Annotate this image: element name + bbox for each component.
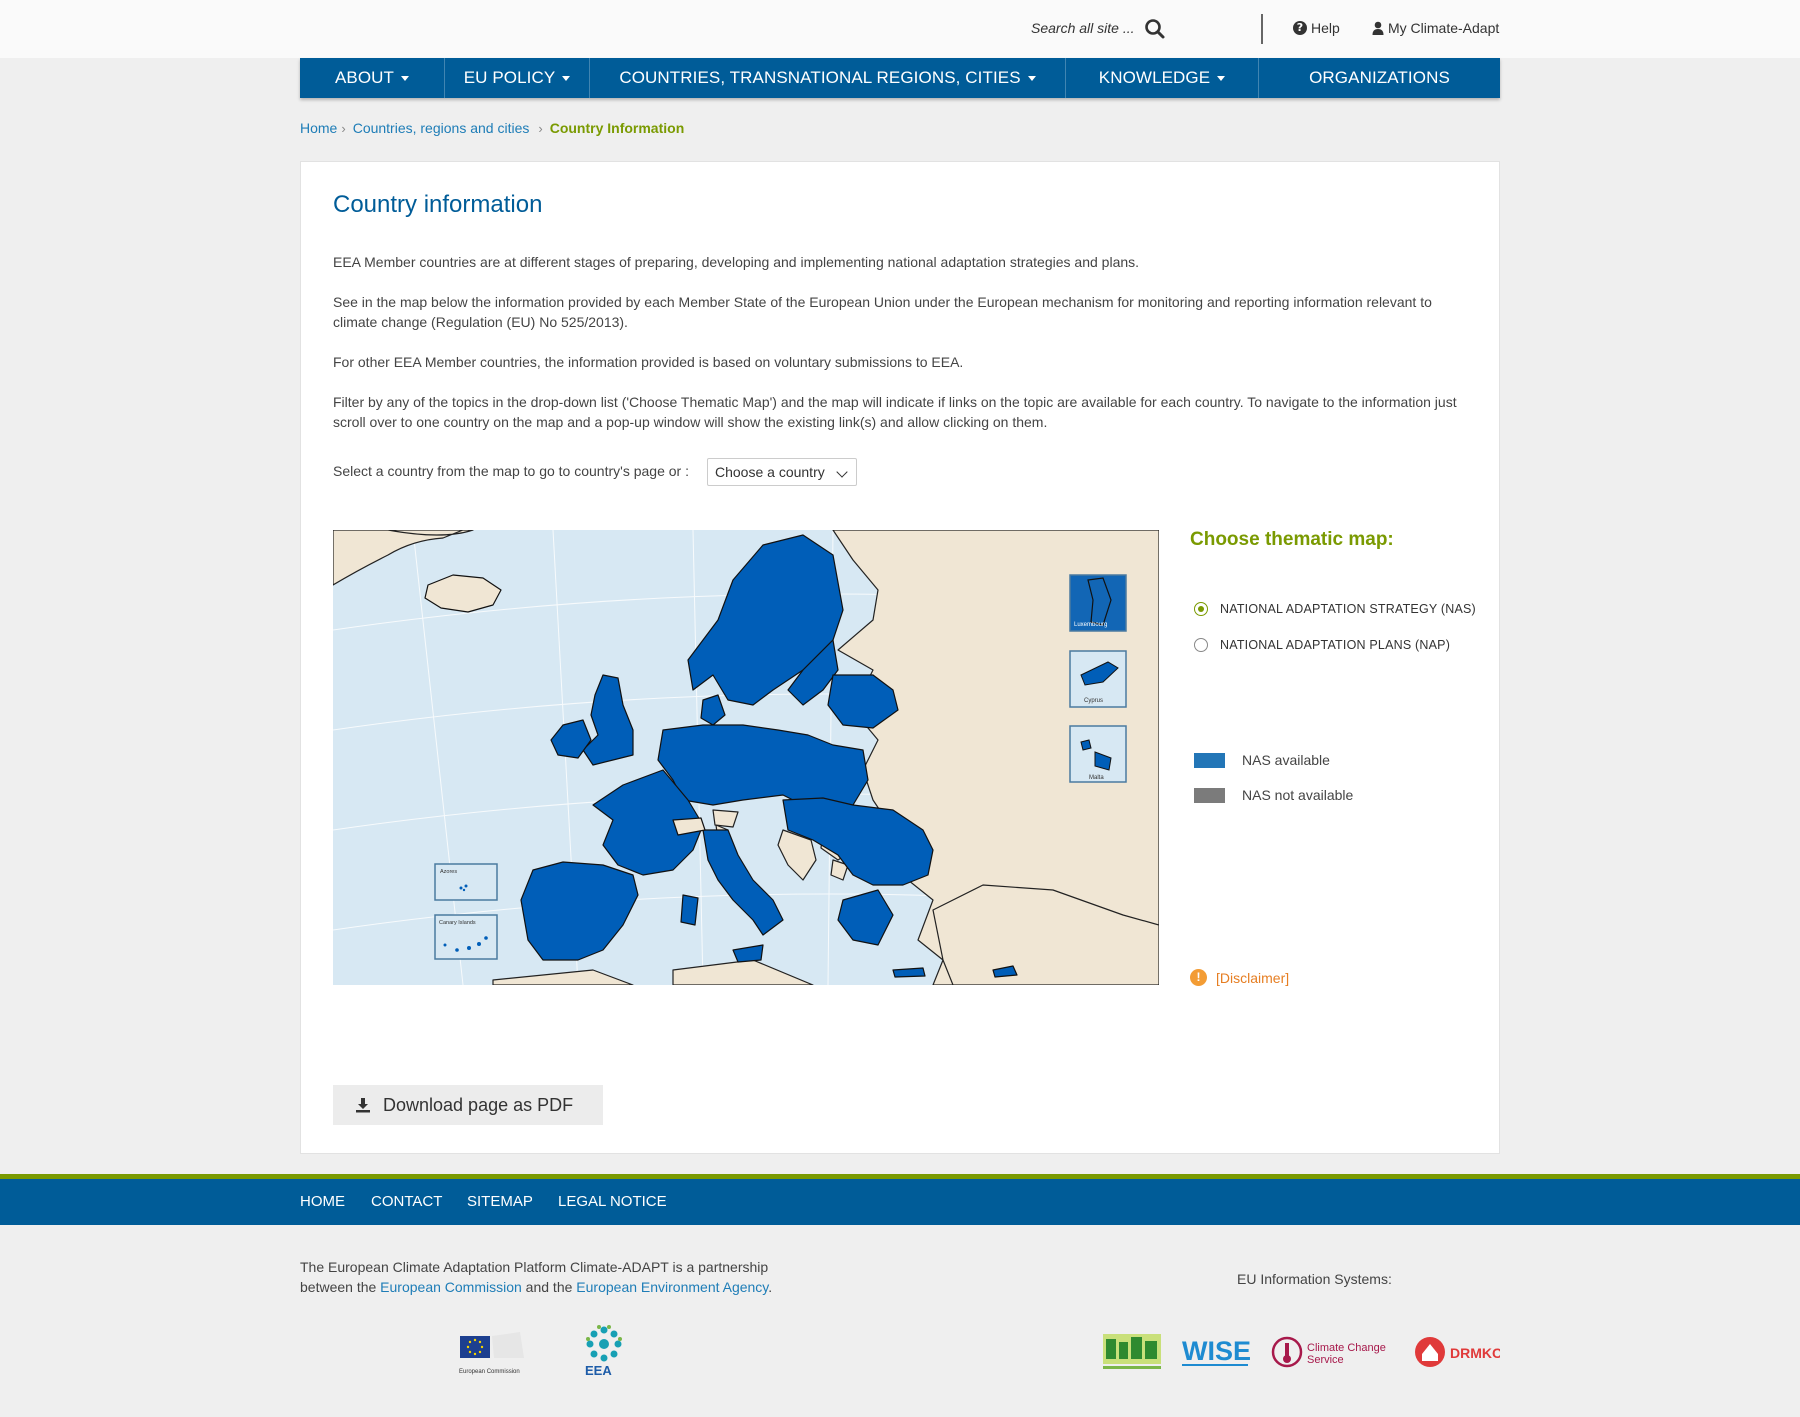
caret-down-icon [562,75,571,81]
chevron-right-icon: › [341,120,346,136]
radio-nas[interactable]: NATIONAL ADAPTATION STRATEGY (NAS) [1194,602,1476,616]
my-climate-adapt-link[interactable]: My Climate-Adapt [1372,20,1499,36]
eea-logo-text: EEA [585,1363,612,1378]
nav-knowledge-label: KNOWLEDGE [1098,68,1211,87]
europe-map[interactable]: Luxembourg Cyprus Malta Azores Canary Is [333,530,1159,985]
legend-nas-not-available: NAS not available [1194,787,1353,803]
nav-about[interactable]: ABOUT [300,58,445,98]
nav-organizations-label: ORGANIZATIONS [1309,68,1450,87]
footer-navigation: HOME CONTACT SITEMAP LEGAL NOTICE [0,1179,1800,1225]
caret-down-icon [1027,75,1036,81]
footer-home-link[interactable]: HOME [300,1193,345,1210]
breadcrumb-countries[interactable]: Countries, regions and cities [352,120,530,136]
footer-partnership-text: The European Climate Adaptation Platform… [300,1257,820,1297]
country-select[interactable]: Choose a country [707,458,857,486]
biodiversity-system-logo[interactable] [1103,1334,1161,1372]
inset-canary-label: Canary Islands [439,920,476,926]
european-commission-link[interactable]: European Commission [380,1279,522,1295]
filter-paragraph: Filter by any of the topics in the drop-… [333,394,1457,430]
thematic-map-title: Choose thematic map: [1190,529,1394,550]
nas-available-countries[interactable] [424,534,1018,978]
nav-countries-label: COUNTRIES, TRANSNATIONAL REGIONS, CITIES [619,68,1021,87]
chevron-right-icon: › [538,120,543,136]
download-pdf-button[interactable]: Download page as PDF [333,1085,603,1125]
content-card: Country information EEA Member countries… [300,161,1500,1154]
inset-luxembourg[interactable]: Luxembourg [1069,574,1127,632]
inset-malta-label: Malta [1089,775,1104,781]
legend-swatch-available [1194,752,1225,768]
nav-countries[interactable]: COUNTRIES, TRANSNATIONAL REGIONS, CITIES [590,58,1066,98]
footer-text-end: . [768,1279,773,1295]
user-icon [1372,21,1384,35]
topbar-divider [1261,14,1263,44]
country-select-value: Choose a country [715,464,825,480]
country-select-label: Select a country from the map to go to c… [333,463,689,479]
wise-logo-text: WISE [1182,1336,1251,1366]
climate-change-service-logo[interactable]: Climate Change Service [1271,1334,1391,1370]
legend-swatch-not-available [1194,787,1225,803]
footer-contact-link[interactable]: CONTACT [371,1193,443,1210]
radio-nap[interactable]: NATIONAL ADAPTATION PLANS (NAP) [1194,638,1450,652]
intro-paragraph: EEA Member countries are at different st… [333,254,1140,270]
radio-nas-label: NATIONAL ADAPTATION STRATEGY (NAS) [1220,602,1476,616]
warning-icon: ! [1190,969,1207,986]
help-label: Help [1311,20,1340,36]
chevron-down-icon [836,466,848,478]
voluntary-paragraph: For other EEA Member countries, the info… [333,354,964,370]
radio-nap-label: NATIONAL ADAPTATION PLANS (NAP) [1220,638,1451,652]
search-icon[interactable] [1144,18,1166,40]
inset-azores[interactable]: Azores [434,863,498,901]
inset-malta[interactable]: Malta [1069,725,1127,783]
drmkc-logo[interactable]: DRMKC [1414,1334,1502,1370]
inset-luxembourg-label: Luxembourg [1074,622,1107,628]
legend-available-label: NAS available [1242,752,1330,768]
inset-cyprus-label: Cyprus [1084,698,1103,704]
inset-canary-islands[interactable]: Canary Islands [434,914,498,960]
nav-about-label: ABOUT [334,68,395,87]
ec-logo-text: European Commission [459,1369,520,1375]
ccs-logo-line2: Service [1307,1354,1344,1366]
european-commission-logo[interactable]: European Commission [458,1330,526,1378]
inset-azores-label: Azores [440,869,457,875]
breadcrumb: Home › Countries, regions and cities › C… [300,120,684,136]
legend-nas-available: NAS available [1194,752,1330,768]
nav-knowledge[interactable]: KNOWLEDGE [1066,58,1259,98]
eu-information-systems-label: EU Information Systems: [1237,1271,1392,1287]
nav-organizations[interactable]: ORGANIZATIONS [1259,58,1500,98]
caret-down-icon [1217,75,1226,81]
breadcrumb-home[interactable]: Home [300,120,338,136]
drmkc-logo-text: DRMKC [1450,1345,1500,1361]
help-link[interactable]: ? Help [1293,20,1340,36]
eea-link[interactable]: European Environment Agency [576,1279,769,1295]
top-bar: Search all site ... ? Help My Climate-Ad… [0,0,1800,58]
footer-text-before: The European Climate Adaptation Platform… [300,1259,769,1295]
radio-unselected-icon[interactable] [1194,638,1208,652]
account-label: My Climate-Adapt [1388,20,1500,36]
footer-sitemap-link[interactable]: SITEMAP [467,1193,533,1210]
nav-eu-policy[interactable]: EU POLICY [445,58,590,98]
page-title: Country information [333,191,543,218]
footer-legal-notice-link[interactable]: LEGAL NOTICE [558,1193,667,1210]
main-navigation: ABOUT EU POLICY COUNTRIES, TRANSNATIONAL… [300,58,1500,98]
footer-accent-stripe [0,1174,1800,1179]
wise-logo[interactable]: WISE [1180,1334,1252,1370]
disclaimer-label: [Disclaimer] [1216,969,1290,986]
disclaimer-link[interactable]: ! [Disclaimer] [1190,969,1289,986]
help-icon: ? [1293,21,1307,35]
europe-map-svg[interactable]: Luxembourg Cyprus Malta Azores Canary Is [333,530,1159,985]
caret-down-icon [401,75,410,81]
eea-logo[interactable]: EEA [578,1324,630,1378]
download-icon [356,1098,370,1113]
download-pdf-label: Download page as PDF [383,1094,574,1115]
ccs-logo-line1: Climate Change [1307,1342,1386,1354]
inset-cyprus[interactable]: Cyprus [1069,650,1127,708]
regulation-paragraph: See in the map below the information pro… [333,294,1432,330]
nav-eu-policy-label: EU POLICY [463,68,556,87]
legend-not-available-label: NAS not available [1242,787,1354,803]
search-input[interactable]: Search all site ... [1031,20,1135,36]
breadcrumb-current: Country Information [549,120,685,136]
footer-text-mid: and the [521,1279,577,1295]
radio-selected-icon[interactable] [1194,602,1208,616]
